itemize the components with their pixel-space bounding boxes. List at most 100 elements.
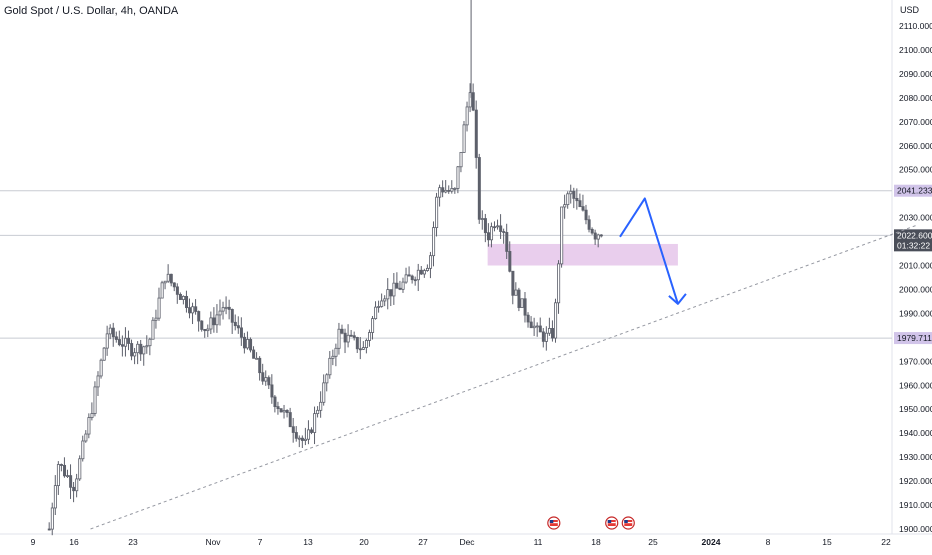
candle xyxy=(181,295,185,305)
candle-body xyxy=(328,357,332,376)
us-flag-icon[interactable] xyxy=(547,516,561,530)
candle xyxy=(374,301,378,320)
candle-body xyxy=(102,347,106,361)
candle-body xyxy=(90,413,94,418)
candle xyxy=(120,335,124,357)
candle-body xyxy=(291,426,295,433)
candle xyxy=(401,277,405,293)
us-flag-icon[interactable] xyxy=(605,516,619,530)
price-tick-label: 1920.000 xyxy=(899,476,932,486)
candle-body xyxy=(224,306,228,309)
candle-body xyxy=(584,209,588,221)
candle xyxy=(276,401,280,415)
candle xyxy=(288,407,292,428)
time-tick-label: 15 xyxy=(822,537,832,547)
candle xyxy=(557,260,561,314)
candle xyxy=(273,395,277,413)
candle xyxy=(151,317,155,340)
price-tick-label: 1930.000 xyxy=(899,452,932,462)
candle-body xyxy=(425,267,429,271)
candle-body xyxy=(78,458,82,480)
candle xyxy=(175,283,179,304)
candle-body xyxy=(264,377,268,382)
candle-body xyxy=(233,321,237,327)
candle-body xyxy=(349,334,353,337)
candle xyxy=(246,331,250,350)
candle-body xyxy=(93,386,97,414)
candle-body xyxy=(544,332,548,342)
candle-body xyxy=(358,348,362,351)
candle-body xyxy=(508,251,512,272)
candle-body xyxy=(453,187,457,190)
price-tick-label: 1940.000 xyxy=(899,428,932,438)
candle xyxy=(72,482,76,503)
candle-body xyxy=(197,311,201,322)
candle-body xyxy=(181,295,185,300)
candle xyxy=(215,304,219,333)
candle xyxy=(178,292,182,300)
candle xyxy=(386,278,390,310)
candle xyxy=(358,337,362,360)
candle-body xyxy=(81,440,85,460)
us-flag-icon[interactable] xyxy=(621,516,635,530)
candle-body xyxy=(456,166,460,189)
candle xyxy=(441,180,445,198)
candle-body xyxy=(130,343,134,357)
price-tick-label: 1900.000 xyxy=(899,524,932,534)
candle xyxy=(474,100,478,169)
candle xyxy=(413,276,417,286)
candle-body xyxy=(105,333,109,349)
level-price-label: 2041.233 xyxy=(897,186,932,196)
candle-body xyxy=(191,306,195,314)
candle-body xyxy=(206,328,210,332)
candle xyxy=(84,430,88,443)
candle-body xyxy=(212,317,216,326)
candle xyxy=(581,194,585,212)
candle-body xyxy=(447,189,451,192)
candle-body xyxy=(108,327,112,335)
candle-body xyxy=(386,289,390,300)
candle-body xyxy=(303,438,307,441)
candle-body xyxy=(172,282,176,288)
candle xyxy=(124,327,128,357)
candle-body xyxy=(410,275,414,281)
candle xyxy=(96,371,100,397)
candle-body xyxy=(444,189,448,193)
candle-body xyxy=(432,227,436,257)
bar-countdown-label: 01:32:22 xyxy=(897,240,930,250)
candle-body xyxy=(160,282,164,299)
flag-canton xyxy=(607,520,612,523)
candle-body xyxy=(69,475,73,488)
candle xyxy=(377,300,381,313)
candle xyxy=(203,329,207,338)
candle xyxy=(142,345,146,366)
candle xyxy=(337,322,341,355)
candle-body xyxy=(120,344,124,347)
candle-body xyxy=(499,225,503,232)
candle-body xyxy=(246,339,250,349)
candle-body xyxy=(258,357,262,374)
candle-body xyxy=(279,408,283,413)
price-tick-label: 2100.000 xyxy=(899,45,932,55)
candle-body xyxy=(56,464,60,487)
candle xyxy=(66,469,70,478)
candle-body xyxy=(389,289,393,297)
price-tick-label: 1950.000 xyxy=(899,404,932,414)
candle xyxy=(471,83,475,112)
candle xyxy=(322,374,326,406)
candle-body xyxy=(551,328,555,339)
candle xyxy=(538,317,542,333)
candle-body xyxy=(175,286,179,295)
candle xyxy=(355,336,359,353)
projection-arrow-path[interactable] xyxy=(619,197,679,305)
candle xyxy=(197,310,201,332)
candle-body xyxy=(502,231,506,233)
supply-zone-rect[interactable] xyxy=(487,243,678,266)
candle-body xyxy=(285,410,289,413)
candle xyxy=(63,457,67,478)
candle-body xyxy=(511,270,515,296)
ascending-trendline[interactable] xyxy=(90,224,918,530)
candle-body xyxy=(395,282,399,289)
